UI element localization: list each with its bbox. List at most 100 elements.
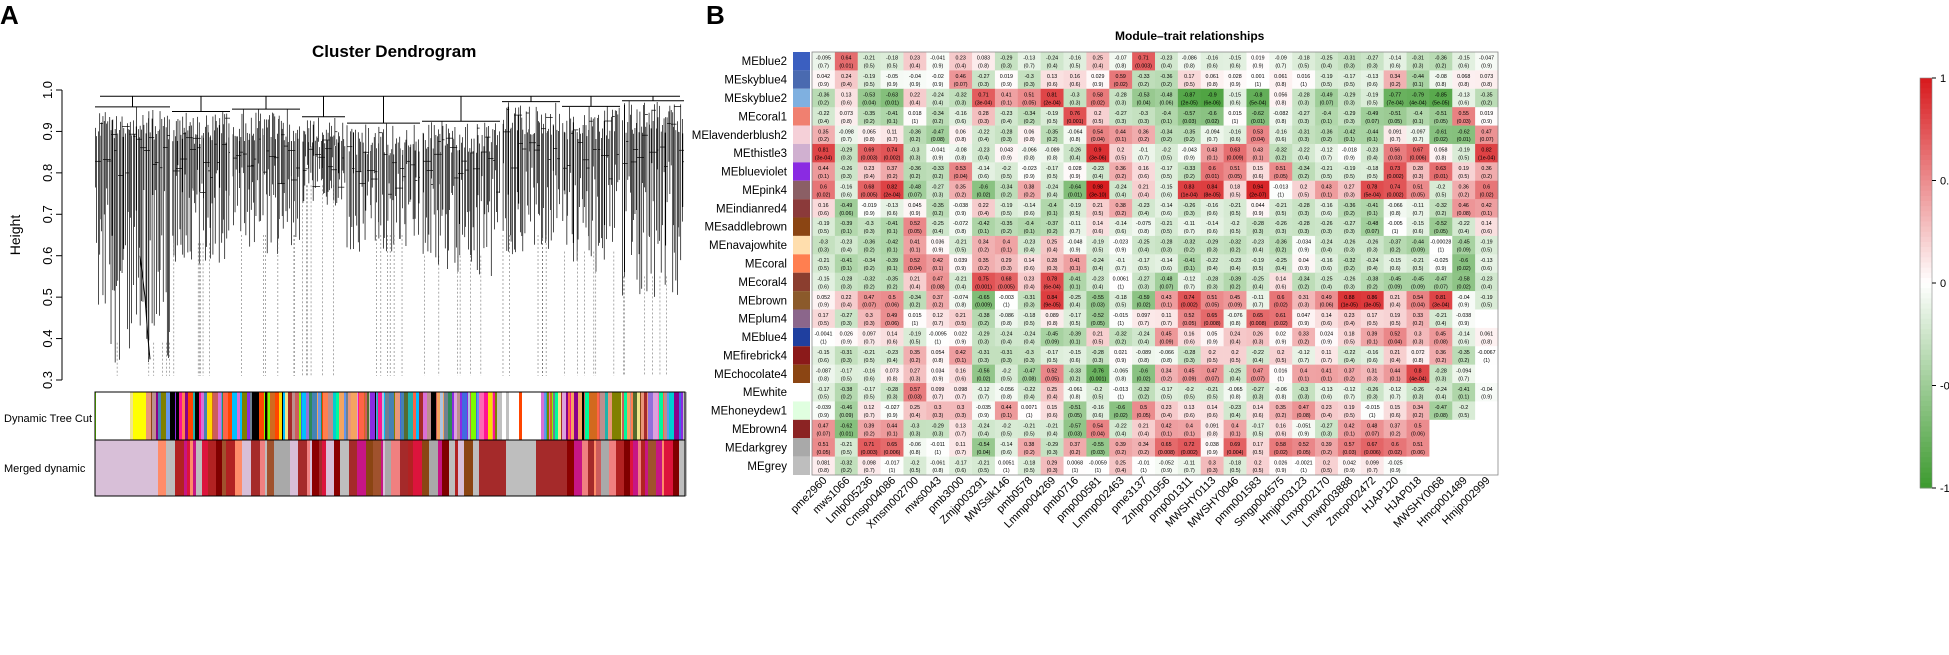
color-cell [365,392,367,444]
y-tick-label: 0.7 [40,205,55,223]
heatmap-cell [1360,456,1384,476]
color-cell [117,440,123,496]
trait-column-label: pme3137 [1109,475,1150,516]
cell-correlation-label: -0.14 [1160,258,1172,264]
cell-correlation-label: 0.44 [818,166,828,172]
heatmap-cell [903,162,927,182]
cell-pvalue-label: (0.2) [1230,248,1241,254]
cell-correlation-label: 0.047 [1297,313,1310,319]
heatmap-cell [926,125,950,145]
cell-pvalue-label: (0.9) [1298,266,1309,272]
cell-pvalue-label: (0.7) [1275,64,1286,70]
legend-tick-label: 1 [1940,73,1946,85]
cell-correlation-label: -0.45 [1458,240,1470,246]
heatmap-cell [812,456,836,476]
heatmap-cell [1360,438,1384,457]
cell-correlation-label: 0.38 [1116,203,1126,209]
cell-pvalue-label: (0.07) [1480,137,1494,143]
cell-correlation-label: -0.11 [1183,460,1195,466]
cell-correlation-label: -0.27 [1138,276,1150,282]
heatmap-cell [1177,162,1202,182]
color-cell [455,440,458,496]
heatmap-cell [1155,107,1179,126]
heatmap-cell [903,309,927,329]
cell-pvalue-label: (0.5) [1161,156,1172,162]
cell-correlation-label: -0.13 [1366,74,1378,80]
cell-pvalue-label: (0.4) [1092,266,1103,272]
heatmap-cell [1063,309,1087,329]
cell-correlation-label: -0.28 [1115,93,1127,99]
heatmap-cell [812,143,836,163]
legend-color-segment [1920,426,1932,433]
cell-pvalue-label: (0.7) [1070,229,1081,235]
heatmap-cell [1017,291,1041,310]
cell-correlation-label: -0.005 [1388,221,1403,227]
heatmap-cell [1109,291,1133,310]
cell-pvalue-label: (0.1) [1321,376,1332,382]
trait-column-label: pmb0716 [1040,475,1081,516]
cell-correlation-label: 0.036 [931,240,944,246]
cell-correlation-label: 0.16 [1138,166,1148,172]
cell-pvalue-label: (0.2) [864,431,875,437]
heatmap-cell [1360,419,1384,439]
cell-pvalue-label: (0.2) [1024,450,1035,456]
cell-correlation-label: 0.65 [887,442,897,448]
cell-pvalue-label: (0.1) [1321,119,1332,125]
cell-correlation-label: -0.41 [1069,276,1081,282]
heatmap-cell [1017,107,1041,126]
cell-correlation-label: -0.6 [1116,405,1125,411]
cell-pvalue-label: (0.9) [909,82,920,88]
cell-pvalue-label: (0.2) [1390,431,1401,437]
cell-correlation-label: -0.2 [1185,387,1194,393]
color-cell [431,392,436,444]
legend-color-segment [1920,272,1932,279]
color-cell [366,440,373,496]
heatmap-cell [1452,419,1476,439]
cell-pvalue-label: (0.07) [1251,376,1265,382]
color-cell [166,440,175,496]
heatmap-cell [880,52,904,71]
cell-correlation-label: 0.31 [1367,368,1377,374]
legend-color-segment [1920,124,1932,130]
module-row-label: MEblue2 [742,56,787,68]
heatmap-cell [1200,456,1224,476]
heatmap-cell [812,364,836,384]
cell-pvalue-label: (0.5) [1092,248,1103,254]
heatmap-cell [812,235,836,255]
dynamic-tree-cut-row [95,392,687,444]
cell-correlation-label: -0.094 [1456,368,1471,374]
heatmap-cell [949,438,973,457]
heatmap-cell [972,401,996,421]
cell-correlation-label: -0.19 [817,221,829,227]
heatmap-cell [1337,70,1362,90]
color-cell [323,392,328,444]
color-cell [383,440,385,496]
color-cell [401,392,404,444]
heatmap-cell [1269,235,1293,255]
cell-pvalue-label: (0.4) [1321,248,1332,254]
cell-correlation-label: -0.066 [1022,148,1037,154]
cell-pvalue-label: (4e-04) [1409,100,1426,106]
heatmap-cell [1452,143,1476,163]
heatmap-cell [1200,383,1224,402]
legend-color-segment [1920,211,1932,217]
heatmap-cell [1132,327,1156,347]
color-cell [98,392,99,444]
cell-pvalue-label: (0.7) [818,64,829,70]
color-cell [437,392,440,444]
cell-correlation-label: 0.5 [1414,424,1421,430]
cell-pvalue-label: (0.4) [1024,340,1035,346]
heatmap-cell [1475,254,1499,273]
cell-correlation-label: -0.28 [1206,276,1218,282]
color-cell [142,392,146,444]
heatmap-cell [1109,217,1133,237]
cell-correlation-label: 0.52 [1390,332,1400,338]
cell-correlation-label: -0.2 [1162,148,1171,154]
cell-pvalue-label: (0.9) [1298,248,1309,254]
trait-column-label: Xmsm002700 [865,475,921,531]
cell-correlation-label: 0.039 [954,258,967,264]
heatmap-cell [857,162,881,182]
cell-pvalue-label: (0.7) [1024,64,1035,70]
cell-correlation-label: 0.29 [1047,460,1057,466]
heatmap-cell [1155,327,1179,347]
